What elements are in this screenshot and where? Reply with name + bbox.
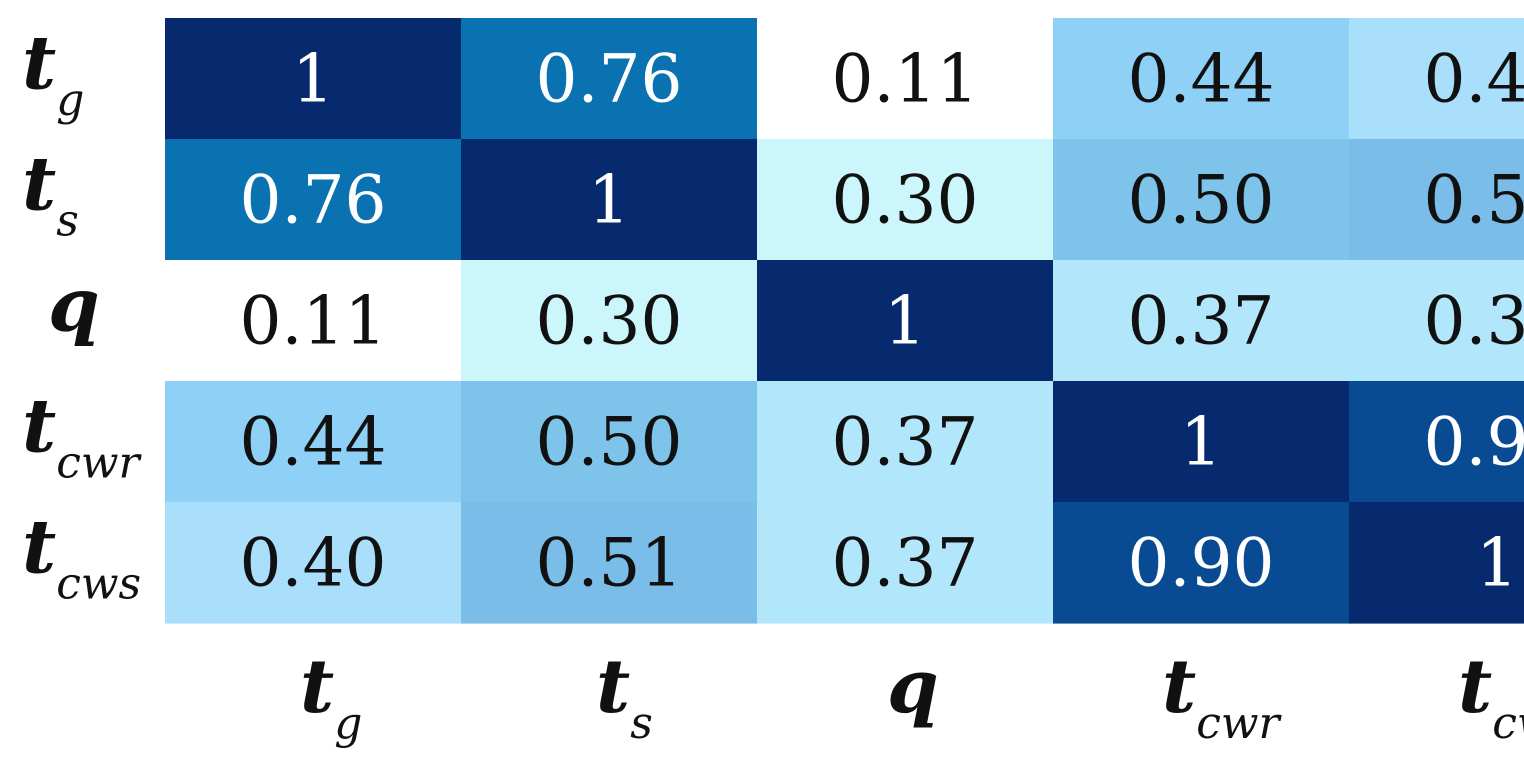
column-labels: tg ts q tcwr tcws: [300, 644, 1524, 749]
heatmap-cell-r4-c4: [1349, 502, 1524, 624]
heatmap-cell-r4-c3: [1053, 502, 1350, 624]
row-label-t-s: ts: [22, 142, 79, 247]
heatmap-cell-r1-c4: [1349, 139, 1524, 261]
heatmap-cell-r0-c4: [1349, 18, 1524, 140]
heatmap-cells: 1 0.76 0.11 0.44 0.40 0.76 1 0.30 0.50 0.51 0.11 0.…: [165, 18, 1524, 624]
heatmap-cell-r1-c3: [1053, 139, 1350, 261]
heatmap-cell-r1-c0: [165, 139, 462, 261]
heatmap-cell-r0-c3: [1053, 18, 1350, 140]
heatmap-cell-r1-c1: [461, 139, 758, 261]
cell-value-r4-c1: 0.51: [536, 525, 683, 602]
heatmap-cell-r2-c3: [1053, 260, 1350, 382]
heatmap-cell-r3-c4: [1349, 381, 1524, 503]
cell-value-r4-c4: 1: [1476, 525, 1518, 602]
row-label-t-cws: tcws: [22, 505, 141, 610]
cell-value-r1-c2: 0.30: [832, 162, 979, 239]
cell-value-r0-c2: 0.11: [832, 41, 979, 118]
cell-value-r4-c0: 0.40: [240, 525, 387, 602]
cell-value-r3-c1: 0.50: [536, 404, 683, 481]
column-label-t-s: ts: [596, 644, 653, 749]
heatmap-cell-r2-c4: [1349, 260, 1524, 382]
heatmap-cell-r0-c1: [461, 18, 758, 140]
heatmap-cell-r4-c1: [461, 502, 758, 624]
cell-value-r0-c1: 0.76: [536, 41, 683, 118]
column-label-t-g: tg: [300, 644, 362, 749]
row-label-q: q: [48, 263, 100, 349]
cell-value-r1-c1: 1: [588, 162, 630, 239]
heatmap-cell-r1-c2: [757, 139, 1054, 261]
column-label-q: q: [887, 644, 939, 730]
heatmap-cell-r0-c0: [165, 18, 462, 140]
cell-value-r2-c2: 1: [884, 283, 926, 360]
cell-value-r3-c4: 0.90: [1424, 404, 1524, 481]
cell-value-r3-c2: 0.37: [832, 404, 979, 481]
cell-value-r1-c3: 0.50: [1128, 162, 1275, 239]
cell-value-r3-c0: 0.44: [240, 404, 387, 481]
heatmap-cell-r3-c0: [165, 381, 462, 503]
heatmap-cell-r3-c1: [461, 381, 758, 503]
column-label-t-cws: tcws: [1458, 644, 1524, 749]
heatmap-cell-r4-c0: [165, 502, 462, 624]
heatmap-cell-r2-c0: [165, 260, 462, 382]
heatmap-cell-r0-c2: [757, 18, 1054, 140]
row-labels: tg ts q tcwr tcws: [22, 21, 142, 610]
cell-value-r0-c0: 1: [292, 41, 334, 118]
cell-value-r0-c3: 0.44: [1128, 41, 1275, 118]
cell-value-r2-c4: 0.37: [1424, 283, 1524, 360]
heatmap-cell-r2-c1: [461, 260, 758, 382]
cell-value-r1-c4: 0.51: [1424, 162, 1524, 239]
cell-value-r2-c3: 0.37: [1128, 283, 1275, 360]
cell-value-r2-c0: 0.11: [240, 283, 387, 360]
cell-value-r4-c3: 0.90: [1128, 525, 1275, 602]
row-label-t-g: tg: [22, 21, 84, 126]
heatmap-cell-r3-c3: [1053, 381, 1350, 503]
cell-value-r2-c1: 0.30: [536, 283, 683, 360]
heatmap-cell-r3-c2: [757, 381, 1054, 503]
heatmap-cell-r2-c2: [757, 260, 1054, 382]
cell-value-r1-c0: 0.76: [240, 162, 387, 239]
column-label-t-cwr: tcwr: [1162, 644, 1282, 749]
cell-value-r0-c4: 0.40: [1424, 41, 1524, 118]
cell-value-r4-c2: 0.37: [832, 525, 979, 602]
cell-value-r3-c3: 1: [1180, 404, 1222, 481]
row-label-t-cwr: tcwr: [22, 384, 142, 489]
heatmap-cell-r4-c2: [757, 502, 1054, 624]
